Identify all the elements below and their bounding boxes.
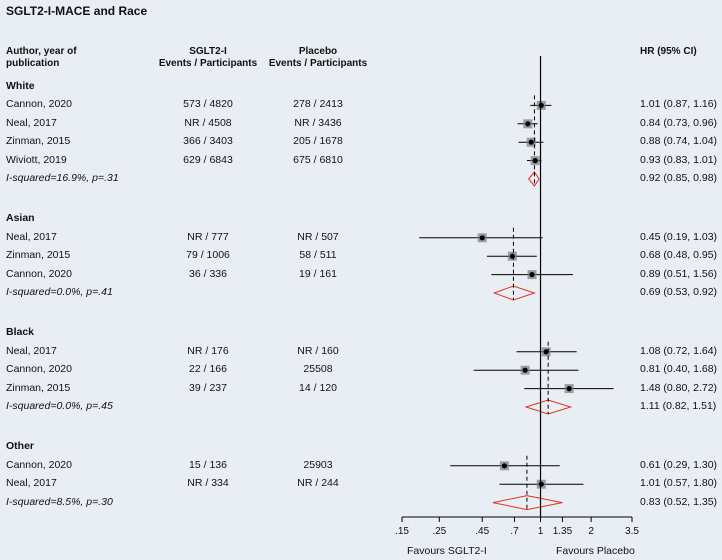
study-hr-ci: 0.61 (0.29, 1.30) <box>640 458 718 471</box>
pooled-heterogeneity: I-squared=0.0%, p=.41 <box>6 286 113 298</box>
study-point-estimate <box>538 481 544 487</box>
x-axis-tick-label: 3.5 <box>625 526 639 537</box>
study-hr-ci: 0.68 (0.48, 0.95) <box>640 249 718 262</box>
study-placebo-events: NR / 244 <box>297 477 339 490</box>
pooled-diamond <box>528 171 540 187</box>
study-sglt2-events: 366 / 3403 <box>183 135 233 148</box>
pooled-diamond <box>492 495 563 511</box>
pooled-hr-ci: 0.83 (0.52, 1.35) <box>640 495 718 508</box>
study-author: Cannon, 2020 <box>6 458 72 471</box>
study-point-estimate <box>525 121 531 127</box>
study-sglt2-events: 629 / 6843 <box>183 153 233 166</box>
study-hr-ci: 1.48 (0.80, 2.72) <box>640 381 718 394</box>
study-point-estimate <box>479 235 485 241</box>
study-hr-ci: 0.89 (0.51, 1.56) <box>640 267 718 280</box>
study-hr-ci: 0.81 (0.40, 1.68) <box>640 363 718 376</box>
chart-title: SGLT2-I-MACE and Race <box>6 4 148 18</box>
x-axis-tick-label: .45 <box>475 526 490 537</box>
favours-left-label: Favours SGLT2-I <box>407 545 487 557</box>
study-sglt2-events: NR / 4508 <box>184 116 232 129</box>
study-author: Zinman, 2015 <box>6 381 71 394</box>
study-author: Zinman, 2015 <box>6 249 71 262</box>
group-label: Other <box>6 440 35 453</box>
study-hr-ci: 0.45 (0.19, 1.03) <box>640 230 718 243</box>
study-hr-ci: 1.08 (0.72, 1.64) <box>640 344 718 357</box>
study-point-estimate <box>538 102 544 108</box>
pooled-heterogeneity: I-squared=8.5%, p=.30 <box>6 495 113 508</box>
study-author: Neal, 2017 <box>6 230 57 243</box>
header-author: Author, year of publication <box>6 46 77 69</box>
study-author: Zinman, 2015 <box>6 135 71 148</box>
study-hr-ci: 1.01 (0.87, 1.16) <box>640 98 718 111</box>
study-sglt2-events: NR / 334 <box>187 477 229 490</box>
x-axis-tick-label: .25 <box>432 526 447 537</box>
study-placebo-events: 25903 <box>303 458 333 471</box>
pooled-heterogeneity: I-squared=0.0%, p=.45 <box>6 400 113 412</box>
pooled-hr-ci: 0.92 (0.85, 0.98) <box>640 172 718 184</box>
study-sglt2-events: NR / 777 <box>187 230 229 243</box>
pooled-diamond <box>492 285 537 301</box>
study-point-estimate <box>566 386 572 392</box>
study-placebo-events: 205 / 1678 <box>293 135 343 148</box>
study-sglt2-events: 573 / 4820 <box>183 98 233 111</box>
study-placebo-events: NR / 3436 <box>294 116 342 129</box>
x-axis-tick-label: 1 <box>537 526 544 537</box>
study-hr-ci: 1.01 (0.57, 1.80) <box>640 477 718 490</box>
study-hr-ci: 0.88 (0.74, 1.04) <box>640 135 718 148</box>
study-author: Cannon, 2020 <box>6 98 72 111</box>
study-hr-ci: 0.93 (0.83, 1.01) <box>640 153 718 166</box>
study-author: Neal, 2017 <box>6 116 57 129</box>
study-point-estimate <box>529 272 535 278</box>
study-placebo-events: 58 / 511 <box>299 249 337 262</box>
x-axis-tick-label: 1.35 <box>552 526 573 537</box>
study-hr-ci: 0.84 (0.73, 0.96) <box>640 116 718 129</box>
study-placebo-events: NR / 160 <box>297 344 339 357</box>
study-sglt2-events: 79 / 1006 <box>186 249 230 262</box>
study-placebo-events: 14 / 120 <box>299 381 337 394</box>
x-axis-tick-label: .15 <box>395 526 409 537</box>
x-axis-tick-label: 2 <box>588 526 594 537</box>
study-point-estimate <box>543 349 549 355</box>
pooled-heterogeneity: I-squared=16.9%, p=.31 <box>6 172 119 184</box>
group-label: Black <box>6 326 35 339</box>
favours-right-label: Favours Placebo <box>556 545 635 557</box>
study-author: Cannon, 2020 <box>6 363 72 376</box>
group-label: Asian <box>6 212 35 225</box>
study-author: Cannon, 2020 <box>6 267 72 280</box>
x-axis-tick-label: .7 <box>510 526 519 537</box>
group-label: White <box>6 80 35 92</box>
study-point-estimate <box>532 158 538 164</box>
study-sglt2-events: 39 / 237 <box>189 381 227 394</box>
study-author: Wiviott, 2019 <box>6 153 67 166</box>
study-sglt2-events: 36 / 336 <box>189 267 227 280</box>
pooled-hr-ci: 0.69 (0.53, 0.92) <box>640 286 718 298</box>
study-point-estimate <box>528 139 534 145</box>
study-placebo-events: 675 / 6810 <box>293 153 343 166</box>
study-placebo-events: 278 / 2413 <box>293 98 343 111</box>
study-sglt2-events: 22 / 166 <box>189 363 227 376</box>
study-author: Neal, 2017 <box>6 344 57 357</box>
pooled-hr-ci: 1.11 (0.82, 1.51) <box>640 400 717 412</box>
study-point-estimate <box>501 463 508 469</box>
study-sglt2-events: NR / 176 <box>187 344 229 357</box>
study-author: Neal, 2017 <box>6 477 57 490</box>
study-sglt2-events: 15 / 136 <box>189 458 227 471</box>
study-placebo-events: 19 / 161 <box>299 267 337 280</box>
study-placebo-events: NR / 507 <box>297 230 339 243</box>
study-placebo-events: 25508 <box>303 363 333 376</box>
header-hr: HR (95% CI) <box>640 46 697 57</box>
study-point-estimate <box>522 367 528 373</box>
study-point-estimate <box>509 253 515 259</box>
